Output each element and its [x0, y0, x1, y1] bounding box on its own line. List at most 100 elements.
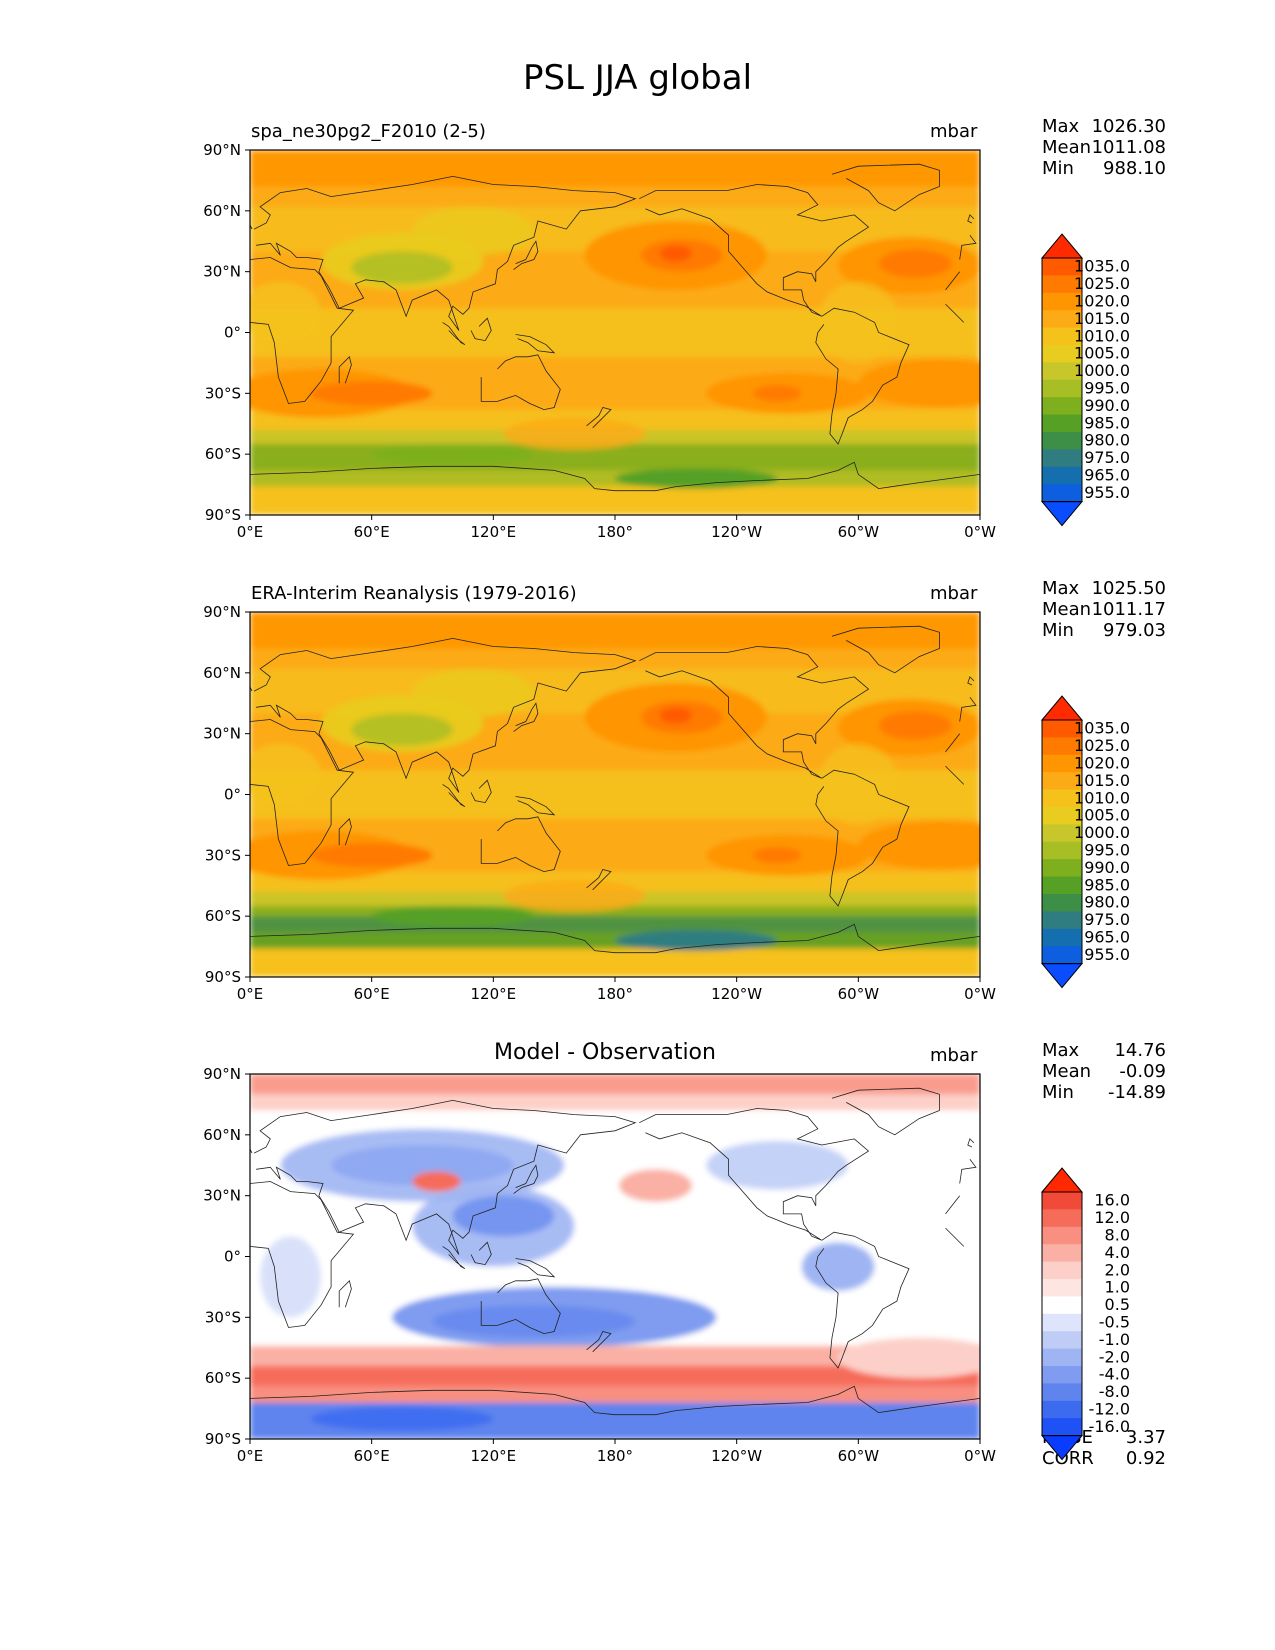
- colorbar-segment: [1042, 292, 1082, 311]
- coastline-africa: [945, 303, 965, 323]
- coastlines: [250, 1087, 980, 1416]
- colorbar-segment: [1042, 737, 1082, 756]
- stat-label: Max: [1042, 116, 1080, 137]
- stat-max: Max 1026.30: [1042, 116, 1166, 137]
- colorbar-extend-bottom: [1040, 1435, 1084, 1461]
- coastline-newguinea: [515, 334, 556, 354]
- colorbar-tick-label: 0.5: [1105, 1295, 1130, 1314]
- units-label: mbar: [930, 1045, 978, 1066]
- colorbar-segment: [1042, 841, 1082, 860]
- colorbar-segment: [1042, 1244, 1082, 1263]
- contour-field: [250, 612, 980, 977]
- colorbar-tick-label: -4.0: [1099, 1365, 1130, 1384]
- colorbar-segment: [1042, 911, 1082, 930]
- map-figure: 0°E 60°E 120°E 180° 120°W 60°W 0°W 90°N 60°N 30°N…: [203, 603, 1130, 1003]
- colorbar-segment: [1042, 720, 1082, 738]
- x-tick-label: 120°E: [471, 985, 517, 1003]
- colorbar-segment: [1042, 362, 1082, 381]
- coastline-nz: [586, 869, 612, 891]
- coastline-northamerica: [639, 184, 870, 317]
- x-tick-label: 120°W: [711, 985, 762, 1003]
- coastline-africa: [250, 719, 355, 866]
- colorbar-extend-top: [1040, 1167, 1084, 1193]
- stat-value: 0.92: [1125, 1448, 1166, 1469]
- coastline-antarctica: [250, 923, 980, 954]
- colorbar-segment: [1042, 1209, 1082, 1228]
- coastline-southamerica: [815, 307, 910, 445]
- colorbar-segment: [1042, 928, 1082, 947]
- colorbar-segment: [1042, 824, 1082, 843]
- coastline-japan: [513, 240, 539, 270]
- stat-corr: CORR 0.92: [1042, 1448, 1166, 1469]
- colorbar-segment: [1042, 1313, 1082, 1332]
- y-tick-label: 60°S: [205, 907, 241, 925]
- colorbar-segment: [1042, 449, 1082, 468]
- coastline-nz: [586, 1331, 612, 1353]
- coastline-japan: [513, 702, 539, 732]
- colorbar-tick-label: 1020.0: [1074, 292, 1130, 311]
- x-tick-label: 180°: [597, 985, 633, 1003]
- colorbar-segment: [1042, 859, 1082, 878]
- y-tick-label: 30°S: [205, 384, 241, 402]
- colorbar-tick-label: 1010.0: [1074, 326, 1130, 345]
- colorbar-tick-label: 990.0: [1084, 858, 1130, 877]
- y-tick-label: 60°S: [205, 1369, 241, 1387]
- coastline-australia: [480, 816, 561, 873]
- colorbar-tick-label: 1020.0: [1074, 754, 1130, 773]
- colorbar-segment: [1042, 327, 1082, 346]
- colorbar-tick-label: 965.0: [1084, 466, 1130, 485]
- colorbar-segment: [1042, 894, 1082, 912]
- y-tick-label: 60°N: [203, 1126, 241, 1144]
- coastline-australia: [480, 354, 561, 411]
- coastline-australia: [480, 1278, 561, 1335]
- x-tick-label: 0°E: [237, 523, 264, 541]
- stat-label: Max: [1042, 578, 1080, 599]
- colorbar-tick-label: -0.5: [1099, 1313, 1130, 1332]
- colorbar-tick-label: 980.0: [1084, 431, 1130, 450]
- stat-min: Min 988.10: [1042, 158, 1166, 179]
- coastline-madagascar: [338, 1280, 352, 1308]
- colorbar-tick-label: 1005.0: [1074, 344, 1130, 363]
- x-tick-label: 0°W: [964, 1447, 996, 1465]
- y-tick-label: 90°S: [205, 1430, 241, 1448]
- colorbar-segment: [1042, 432, 1082, 450]
- coastline-africa: [945, 765, 965, 785]
- y-tick-label: 0°: [224, 1248, 241, 1266]
- colorbar-segment: [1042, 1279, 1082, 1297]
- colorbar-tick-label: 12.0: [1094, 1208, 1130, 1227]
- x-tick-label: 0°E: [237, 985, 264, 1003]
- stat-value: 979.03: [1103, 620, 1166, 641]
- colorbar-segment: [1042, 876, 1082, 895]
- coastline-greenland: [831, 625, 940, 674]
- colorbar-segment: [1042, 946, 1082, 965]
- coastline-africa: [945, 1195, 961, 1215]
- colorbar-tick-label: -16.0: [1089, 1417, 1130, 1436]
- coastline-southamerica: [815, 1231, 910, 1369]
- x-tick-label: 60°E: [354, 523, 390, 541]
- coastline-madagascar: [338, 818, 352, 846]
- x-tick-label: 120°W: [711, 1447, 762, 1465]
- stat-max: Max 14.76: [1042, 1040, 1166, 1061]
- colorbar-tick-label: 2.0: [1105, 1260, 1130, 1279]
- colorbar-extend-top: [1040, 695, 1084, 721]
- colorbar-segment: [1042, 1383, 1082, 1402]
- colorbar-tick-label: 1035.0: [1074, 257, 1130, 276]
- x-tick-label: 180°: [597, 1447, 633, 1465]
- y-tick-label: 30°N: [203, 263, 241, 281]
- colorbar-tick-label: 1010.0: [1074, 788, 1130, 807]
- colorbar-segment: [1042, 789, 1082, 808]
- y-tick-label: 0°: [224, 786, 241, 804]
- y-tick-label: 30°N: [203, 725, 241, 743]
- colorbar-segment: [1042, 397, 1082, 416]
- colorbar-tick-label: 985.0: [1084, 413, 1130, 432]
- coastline-borneo: [470, 317, 492, 342]
- x-tick-label: 0°W: [964, 523, 996, 541]
- y-tick-label: 90°S: [205, 506, 241, 524]
- coastline-africa: [250, 257, 355, 404]
- contour-field: [250, 1074, 980, 1439]
- coastline-japan: [513, 1164, 539, 1194]
- coastline-borneo: [470, 779, 492, 804]
- colorbar-extend-top: [1040, 233, 1084, 259]
- x-tick-label: 0°E: [237, 1447, 264, 1465]
- stat-mean: Mean 1011.17: [1042, 599, 1166, 620]
